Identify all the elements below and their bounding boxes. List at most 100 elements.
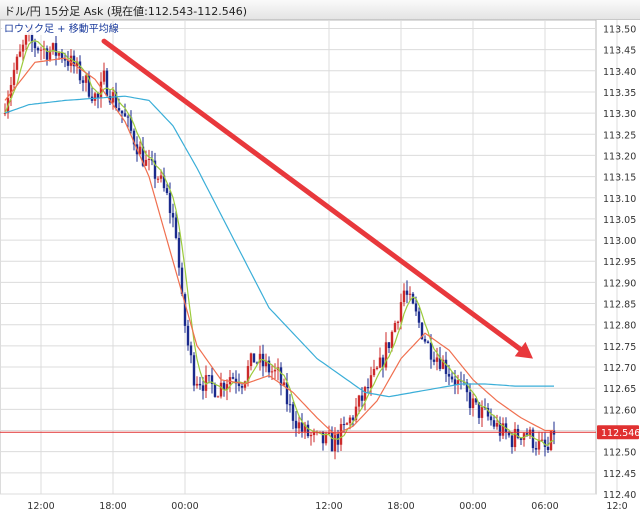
y-tick-label: 113.15 (603, 173, 636, 184)
candle-body (114, 92, 118, 109)
candle-body (531, 429, 535, 449)
candle-body (201, 385, 205, 391)
candle-body (495, 423, 499, 427)
y-tick-label: 113.50 (603, 24, 636, 35)
candle-body (435, 357, 439, 362)
candle-body (228, 377, 232, 385)
candlestick-chart[interactable]: 113.50 113.45 113.40 113.35 113.30 113.25 113.… (0, 19, 640, 512)
candle-body (60, 52, 64, 59)
candle-body (33, 42, 37, 49)
candle-body (546, 446, 550, 450)
chart-frame[interactable]: 113.50 113.45 113.40 113.35 113.30 113.25 113.… (0, 19, 640, 512)
current-price-marker: 112.546 (0, 425, 640, 440)
candle-body (12, 69, 16, 85)
y-tick-label: 113.00 (603, 236, 636, 247)
candle-body (138, 146, 142, 155)
candle-body (156, 178, 160, 180)
y-tick-label: 112.45 (603, 469, 636, 480)
candle-body (543, 439, 547, 447)
candle-body (87, 75, 91, 97)
candle-body (438, 357, 442, 369)
candle-body (39, 49, 43, 51)
candle-body (396, 321, 400, 324)
legend-box (2, 21, 112, 35)
candle-body (342, 424, 346, 426)
candle-body (390, 331, 394, 349)
candle-body (195, 383, 199, 386)
candle-body (501, 423, 505, 436)
candle-body (9, 84, 13, 99)
candle-body (273, 369, 277, 372)
candle-body (399, 302, 403, 322)
candle-body (192, 355, 196, 386)
y-tick-label: 113.20 (603, 151, 636, 162)
candle-body (411, 293, 415, 304)
candle-body (360, 395, 364, 401)
candle-body (465, 382, 469, 393)
candle-body (159, 175, 163, 179)
x-tick-label: 12:00 (315, 501, 342, 511)
legend-label: ロウソク足 + 移動平均線 (4, 22, 119, 35)
candle-body (537, 439, 541, 450)
candle-body (510, 435, 514, 448)
y-tick-label: 113.10 (603, 194, 636, 205)
y-axis: 113.50 113.45 113.40 113.35 113.30 113.25 113.… (603, 24, 636, 501)
candle-body (186, 325, 190, 346)
candle-body (306, 424, 310, 437)
candle-body (480, 406, 484, 418)
candle-body (327, 433, 331, 435)
candle-body (456, 380, 460, 385)
candle-body (96, 93, 100, 99)
candle-body (231, 377, 235, 379)
candle-body (492, 420, 496, 427)
candle-body (18, 51, 22, 57)
candle-body (246, 366, 250, 382)
candle-body (288, 404, 292, 406)
candle-body (423, 339, 427, 342)
candle-body (198, 383, 202, 386)
grid-lines (0, 20, 618, 495)
candle-body (180, 267, 184, 295)
candle-body (219, 382, 223, 397)
candle-body (234, 378, 238, 384)
candle-body (93, 93, 97, 101)
candle-body (120, 110, 124, 114)
x-tick-label: 00:00 (171, 501, 198, 511)
x-tick-label: 06:00 (531, 501, 558, 511)
y-tick-label: 113.35 (603, 88, 636, 99)
candle-body (294, 420, 298, 429)
candle-body (123, 113, 127, 117)
candle-body (297, 422, 301, 429)
candle-body (129, 117, 133, 131)
candle-body (267, 360, 271, 373)
candle-body (210, 375, 214, 384)
y-tick-label: 112.60 (603, 405, 636, 416)
candle-body (279, 367, 283, 386)
candle-body (549, 430, 553, 450)
y-tick-label: 112.40 (603, 490, 636, 501)
candle-body (513, 428, 517, 448)
x-tick-label: 12:0 (606, 501, 627, 511)
candle-body (225, 384, 229, 390)
candle-body (132, 130, 136, 145)
candle-body (252, 353, 256, 363)
y-tick-label: 112.90 (603, 278, 636, 289)
ma-mid-line (4, 57, 554, 436)
candle-body (258, 353, 262, 363)
candle-body (144, 159, 148, 166)
candle-body (102, 70, 106, 82)
candle-body (300, 422, 304, 432)
candle-body (270, 371, 274, 373)
y-tick-label: 113.45 (603, 46, 636, 57)
candle-body (3, 113, 7, 115)
candle-body (375, 367, 379, 369)
candle-body (81, 80, 85, 83)
candle-body (429, 342, 433, 360)
candle-body (333, 433, 337, 452)
candle-body (204, 375, 208, 391)
legend: ロウソク足 + 移動平均線 (2, 21, 119, 35)
candle-body (105, 70, 109, 96)
candle-body (45, 48, 49, 60)
candle-body (303, 424, 307, 432)
candle-body (108, 95, 112, 103)
